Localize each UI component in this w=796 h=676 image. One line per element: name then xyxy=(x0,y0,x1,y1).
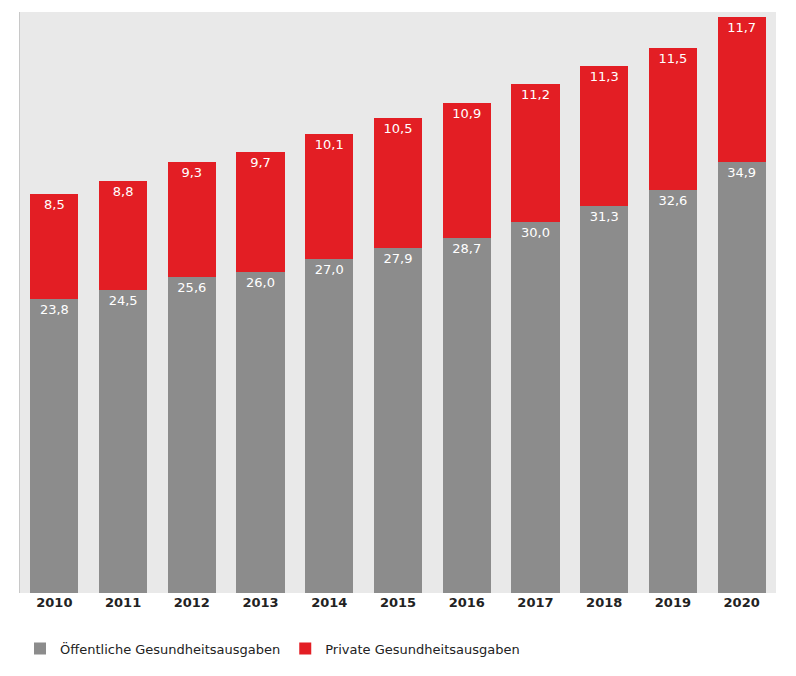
svg-text:2020: 2020 xyxy=(724,595,760,610)
svg-text:2018: 2018 xyxy=(586,595,622,610)
svg-text:2015: 2015 xyxy=(380,595,416,610)
svg-text:24,5: 24,5 xyxy=(109,293,138,308)
svg-text:10,9: 10,9 xyxy=(452,106,481,121)
svg-text:10,5: 10,5 xyxy=(384,121,413,136)
svg-text:2019: 2019 xyxy=(655,595,691,610)
svg-text:2014: 2014 xyxy=(311,595,347,610)
svg-text:11,3: 11,3 xyxy=(590,69,619,84)
svg-text:31,3: 31,3 xyxy=(590,209,619,224)
svg-text:8,8: 8,8 xyxy=(113,184,134,199)
svg-text:11,7: 11,7 xyxy=(727,20,756,35)
svg-text:28,7: 28,7 xyxy=(452,241,481,256)
svg-text:27,0: 27,0 xyxy=(315,262,344,277)
svg-text:34,9: 34,9 xyxy=(727,165,756,180)
svg-text:11,2: 11,2 xyxy=(521,87,550,102)
svg-text:30,0: 30,0 xyxy=(521,225,550,240)
svg-text:Öffentliche Gesundheitsausgabe: Öffentliche Gesundheitsausgaben xyxy=(60,641,280,657)
svg-text:2011: 2011 xyxy=(105,595,141,610)
svg-text:32,6: 32,6 xyxy=(658,193,687,208)
svg-text:2010: 2010 xyxy=(36,595,72,610)
svg-text:25,6: 25,6 xyxy=(177,280,206,295)
svg-text:Private Gesundheitsausgaben: Private Gesundheitsausgaben xyxy=(325,642,519,657)
svg-text:2012: 2012 xyxy=(174,595,210,610)
svg-text:26,0: 26,0 xyxy=(246,275,275,290)
svg-text:9,7: 9,7 xyxy=(250,155,271,170)
svg-text:27,9: 27,9 xyxy=(384,251,413,266)
svg-text:2016: 2016 xyxy=(449,595,485,610)
svg-text:10,1: 10,1 xyxy=(315,137,344,152)
svg-text:11,5: 11,5 xyxy=(658,51,687,66)
svg-text:2013: 2013 xyxy=(242,595,278,610)
svg-text:23,8: 23,8 xyxy=(40,302,69,317)
svg-text:9,3: 9,3 xyxy=(181,165,202,180)
svg-text:8,5: 8,5 xyxy=(44,197,65,212)
svg-text:2017: 2017 xyxy=(517,595,553,610)
